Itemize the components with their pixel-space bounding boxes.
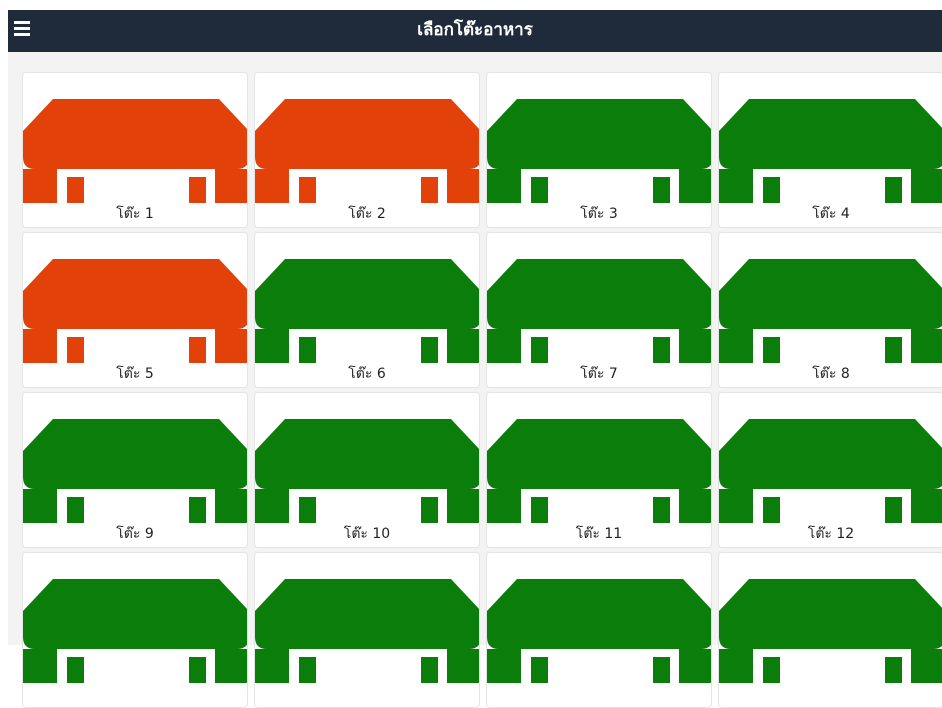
table-card[interactable] bbox=[486, 552, 712, 708]
table-card[interactable] bbox=[22, 552, 248, 708]
table-label: โต๊ะ 2 bbox=[255, 203, 479, 225]
table-icon bbox=[23, 99, 248, 203]
table-icon bbox=[255, 99, 480, 203]
table-label: โต๊ะ 5 bbox=[23, 363, 247, 385]
table-icon bbox=[23, 259, 248, 363]
table-icon bbox=[719, 419, 942, 523]
table-label: โต๊ะ 4 bbox=[719, 203, 942, 225]
table-card[interactable] bbox=[254, 552, 480, 708]
table-card[interactable]: โต๊ะ 2 bbox=[254, 72, 480, 228]
header-title: เลือกโต๊ะอาหาร bbox=[8, 10, 942, 50]
table-icon bbox=[487, 99, 712, 203]
page: เลือกโต๊ะอาหาร โต๊ะ 1 โต๊ะ 2 โต๊ะ 3 โต๊ะ 4 โ… bbox=[0, 0, 942, 645]
table-label: โต๊ะ 6 bbox=[255, 363, 479, 385]
table-label: โต๊ะ 12 bbox=[719, 523, 942, 545]
table-label: โต๊ะ 1 bbox=[23, 203, 247, 225]
table-card[interactable]: โต๊ะ 11 bbox=[486, 392, 712, 548]
table-icon bbox=[719, 259, 942, 363]
table-card[interactable]: โต๊ะ 6 bbox=[254, 232, 480, 388]
table-card[interactable] bbox=[718, 552, 942, 708]
table-icon bbox=[719, 99, 942, 203]
table-card[interactable]: โต๊ะ 4 bbox=[718, 72, 942, 228]
header: เลือกโต๊ะอาหาร bbox=[8, 10, 942, 52]
table-card[interactable]: โต๊ะ 3 bbox=[486, 72, 712, 228]
table-label: โต๊ะ 7 bbox=[487, 363, 711, 385]
table-icon bbox=[23, 579, 248, 683]
table-label: โต๊ะ 10 bbox=[255, 523, 479, 545]
table-label: โต๊ะ 3 bbox=[487, 203, 711, 225]
table-card[interactable]: โต๊ะ 9 bbox=[22, 392, 248, 548]
table-card[interactable]: โต๊ะ 5 bbox=[22, 232, 248, 388]
table-label: โต๊ะ 11 bbox=[487, 523, 711, 545]
table-icon bbox=[487, 419, 712, 523]
table-icon bbox=[255, 259, 480, 363]
table-label: โต๊ะ 9 bbox=[23, 523, 247, 545]
table-card[interactable]: โต๊ะ 1 bbox=[22, 72, 248, 228]
table-icon bbox=[255, 579, 480, 683]
table-card[interactable]: โต๊ะ 12 bbox=[718, 392, 942, 548]
table-icon bbox=[255, 419, 480, 523]
table-icon bbox=[719, 579, 942, 683]
table-card[interactable]: โต๊ะ 10 bbox=[254, 392, 480, 548]
table-card[interactable]: โต๊ะ 7 bbox=[486, 232, 712, 388]
table-icon bbox=[487, 579, 712, 683]
table-icon bbox=[23, 419, 248, 523]
table-icon bbox=[487, 259, 712, 363]
table-label: โต๊ะ 8 bbox=[719, 363, 942, 385]
table-card[interactable]: โต๊ะ 8 bbox=[718, 232, 942, 388]
